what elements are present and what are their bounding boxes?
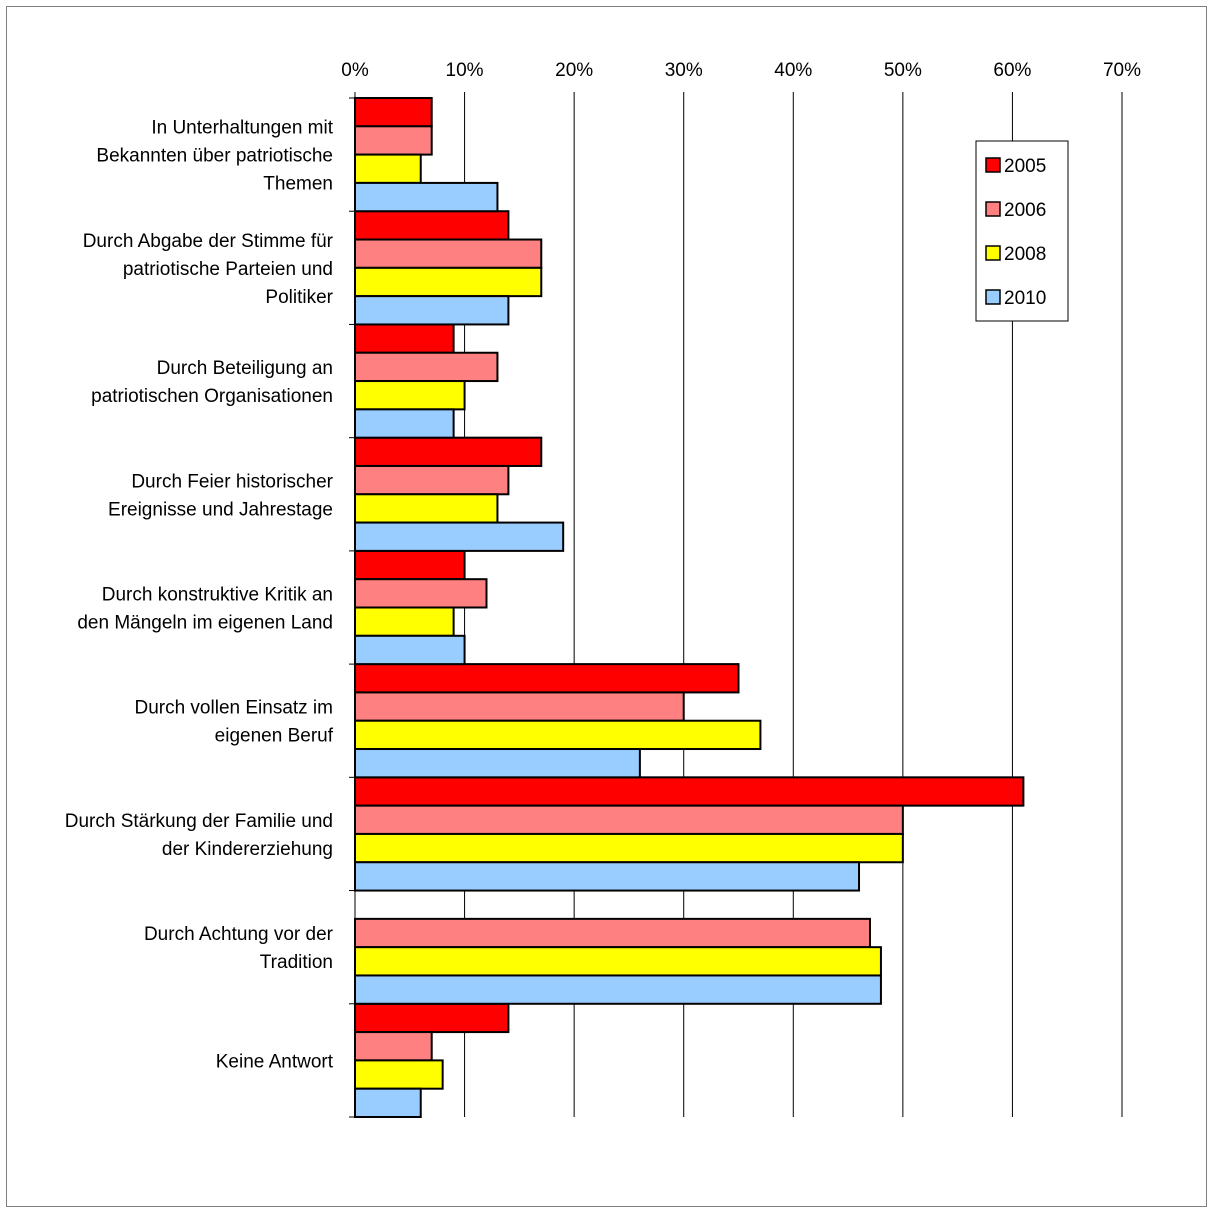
bar-2010 <box>354 974 882 1005</box>
legend: 2005 2006 2008 2010 <box>975 140 1069 322</box>
bar-chart: 0% 10% 20% 30% 40% 50% 60% 70% In Unterhaltungen… <box>65 60 1141 1119</box>
bar-2010 <box>354 521 565 552</box>
bar-2010 <box>354 748 641 779</box>
bar-2006 <box>354 917 871 949</box>
category-label: Durch Achtung vor der Tradition <box>144 924 334 973</box>
bar-2008 <box>354 719 762 751</box>
bar-2006 <box>354 464 510 496</box>
legend-swatch-2010 <box>985 289 1001 305</box>
category-label: Durch Beteiligung an patriotischen Organi… <box>91 358 333 407</box>
bar-2008 <box>354 946 882 977</box>
bar-2010 <box>354 295 510 326</box>
category-label: Durch Feier historischer Ereignisse und J… <box>108 471 334 520</box>
x-tick-label: 40% <box>774 60 812 81</box>
chart-frame: 0% 10% 20% 30% 40% 50% 60% 70% In Unterhaltungen… <box>6 6 1207 1207</box>
bar-2006 <box>354 1031 433 1062</box>
x-tick-label: 30% <box>665 60 703 81</box>
category-label: Durch Stärkung der Familie und der Kinder… <box>65 811 333 860</box>
bar-2010 <box>354 1087 422 1119</box>
bar-2008 <box>354 832 904 864</box>
category-label: Durch vollen Einsatz im eigenen Beruf <box>134 698 333 747</box>
bar-2005 <box>354 323 455 354</box>
bar-2006 <box>354 578 488 609</box>
x-tick-label: 50% <box>884 60 922 81</box>
legend-label-2008: 2008 <box>1004 244 1046 265</box>
bar-2006 <box>354 125 433 156</box>
bar-2008 <box>354 380 466 411</box>
legend-swatch-2006 <box>985 201 1001 217</box>
bar-2006 <box>354 351 499 383</box>
bar-2010 <box>354 634 466 666</box>
legend-swatch-2005 <box>985 157 1001 173</box>
legend-swatch-2008 <box>985 245 1001 261</box>
bar-2005 <box>354 97 433 128</box>
x-tick-label: 60% <box>993 60 1031 81</box>
bar-2010 <box>354 181 499 213</box>
bar-2008 <box>354 1059 444 1090</box>
bar-2010 <box>354 861 861 892</box>
legend-label-2010: 2010 <box>1004 288 1046 309</box>
bar-2008 <box>354 153 422 184</box>
legend-label-2005: 2005 <box>1004 156 1046 177</box>
category-label: Durch konstruktive Kritik an den Mängeln … <box>77 585 333 634</box>
bar-2005 <box>354 776 1025 807</box>
bar-2010 <box>354 408 455 439</box>
bar-2008 <box>354 606 455 637</box>
bar-2006 <box>354 804 904 835</box>
bar-2008 <box>354 493 499 524</box>
bar-2006 <box>354 238 543 269</box>
x-tick-label: 10% <box>446 60 484 81</box>
bar-2006 <box>354 691 685 722</box>
category-label: In Unterhaltungen mit Bekannten über patr… <box>96 118 333 195</box>
bar-2008 <box>354 266 543 298</box>
category-label: Keine Antwort <box>216 1051 334 1072</box>
x-tick-label: 20% <box>555 60 593 81</box>
bar-2005 <box>354 1002 510 1034</box>
bar-2005 <box>354 436 543 467</box>
legend-label-2006: 2006 <box>1004 200 1046 221</box>
x-tick-label: 70% <box>1103 60 1141 81</box>
category-label: Durch Abgabe der Stimme für patriotische … <box>83 231 334 308</box>
bar-2005 <box>354 663 740 694</box>
bar-2005 <box>354 210 510 241</box>
x-tick-label: 0% <box>341 60 369 81</box>
bar-2005 <box>354 549 466 581</box>
